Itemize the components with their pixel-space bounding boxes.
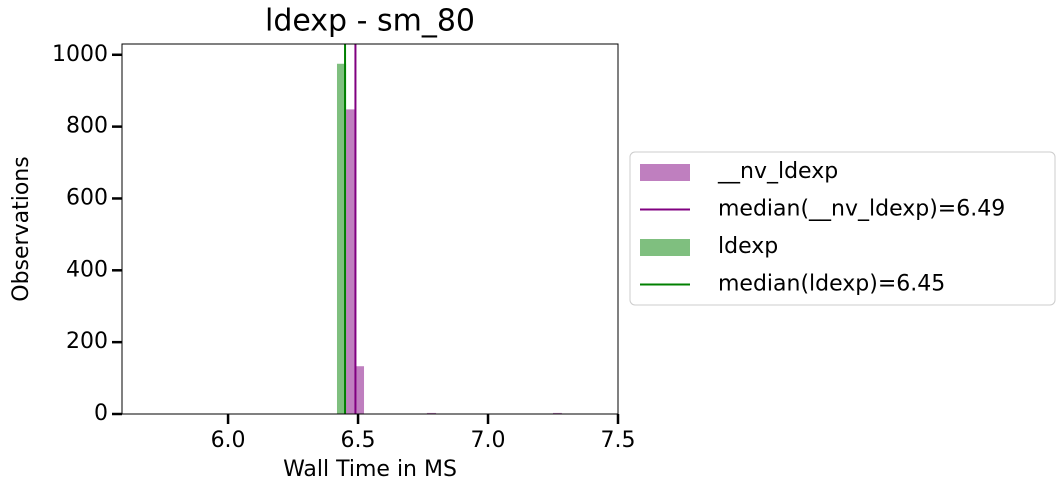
legend-label: median(ldexp)=6.45: [718, 272, 945, 297]
y-axis-label: Observations: [9, 156, 34, 301]
legend-box: [629, 151, 1056, 306]
x-tick-label: 6.5: [341, 428, 376, 453]
y-tick-label: 600: [66, 185, 108, 210]
chart-title: ldexp - sm_80: [265, 4, 475, 39]
legend-swatch: [640, 239, 690, 256]
histogram-bar: [355, 366, 365, 414]
y-tick-label: 400: [66, 257, 108, 282]
y-tick-label: 0: [94, 401, 108, 426]
x-tick-label: 7.0: [471, 428, 506, 453]
legend-swatch: [640, 164, 690, 181]
histogram-bar: [426, 412, 437, 414]
x-axis-label: Wall Time in MS: [283, 457, 457, 482]
histogram-bar: [553, 412, 562, 414]
histogram-bar: [336, 63, 347, 414]
plot-frame: [121, 43, 619, 415]
y-tick-label: 1000: [52, 42, 108, 67]
legend-label: median(__nv_ldexp)=6.49: [718, 197, 1005, 222]
histogram-bar: [346, 109, 356, 415]
legend-label: ldexp: [718, 234, 778, 259]
x-tick-label: 6.0: [211, 428, 246, 453]
legend-label: __nv_ldexp: [717, 159, 838, 184]
y-tick-label: 200: [66, 329, 108, 354]
y-tick-label: 800: [66, 114, 108, 139]
x-tick-label: 7.5: [601, 428, 636, 453]
